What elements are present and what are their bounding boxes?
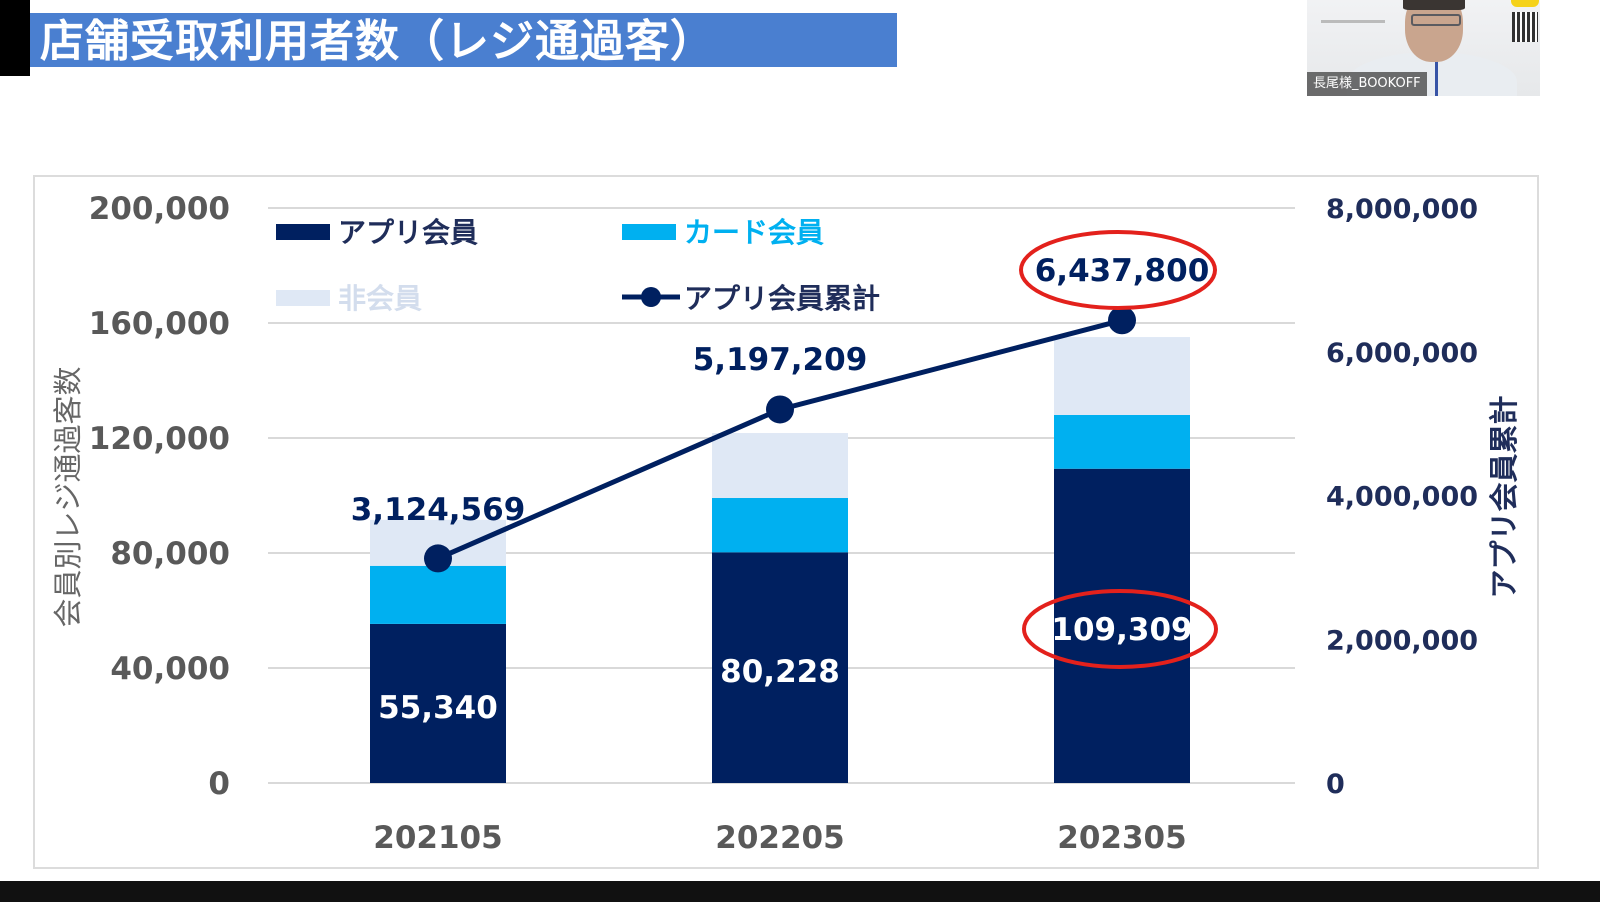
y-tick-label: 80,000 [110,536,230,572]
y2-tick-label: 0 [1326,769,1345,800]
line-marker[interactable] [424,544,452,573]
glasses [1411,14,1461,26]
y-axis-title: 会員別レジ通過客数 [51,366,85,627]
x-tick-label: 202105 [373,820,502,856]
bar-value-label: 55,340 [378,690,498,726]
y2-tick-label: 4,000,000 [1326,482,1478,513]
legend-swatch [276,224,330,240]
qr-code-icon [1512,12,1538,42]
legend-label[interactable]: カード会員 [684,216,824,249]
y-tick-label: 120,000 [89,421,230,457]
background-text [1321,20,1385,23]
y2-axis-title: アプリ会員累計 [1487,395,1521,598]
legend-label[interactable]: アプリ会員 [338,216,478,249]
y-tick-label: 160,000 [89,306,230,342]
legend-swatch [276,290,330,306]
bar-segment[interactable] [370,565,506,624]
y2-tick-label: 6,000,000 [1326,338,1478,369]
y-tick-label: 0 [208,766,230,802]
legend-label[interactable]: アプリ会員累計 [684,282,880,315]
line-value-label: 3,124,569 [351,492,526,528]
brand-badge [1511,0,1539,7]
bar-segment[interactable] [712,433,848,499]
highlight-ellipse-cumulative [1019,230,1217,310]
participant-video-tile[interactable]: 長尾様_BOOKOFF [1307,0,1540,96]
participant-hair [1403,0,1465,10]
legend-label[interactable]: 非会員 [338,282,422,315]
participant-face [1405,0,1463,62]
left-black-strip [0,0,30,76]
legend-marker [641,287,661,307]
bar-segment[interactable] [370,623,506,783]
line-marker[interactable] [1108,306,1136,335]
legend-swatch [622,224,676,240]
line-value-label: 6,437,800 [1035,253,1210,289]
bar-segment[interactable] [1054,414,1190,469]
bar-segment[interactable] [1054,468,1190,783]
bar-segment[interactable] [712,498,848,553]
bar-segment[interactable] [1054,337,1190,415]
bar-value-label: 80,228 [720,654,840,690]
highlight-ellipse-app [1022,589,1218,669]
y-tick-label: 40,000 [110,651,230,687]
slide-title: 店舗受取利用者数（レジ通過客） [40,16,715,67]
bar-segment[interactable] [712,552,848,783]
lanyard [1435,58,1438,96]
y2-tick-label: 2,000,000 [1326,625,1478,656]
line-marker[interactable] [766,395,794,424]
bottom-black-strip [0,881,1600,902]
participant-name-label: 長尾様_BOOKOFF [1307,72,1427,96]
bar-value-label: 109,309 [1051,612,1192,648]
x-tick-label: 202205 [715,820,844,856]
slide-title-bar: 店舗受取利用者数（レジ通過客） [30,13,897,67]
x-tick-label: 202305 [1057,820,1186,856]
y-tick-label: 200,000 [89,191,230,227]
y2-tick-label: 8,000,000 [1326,194,1478,225]
line-value-label: 5,197,209 [693,342,868,378]
